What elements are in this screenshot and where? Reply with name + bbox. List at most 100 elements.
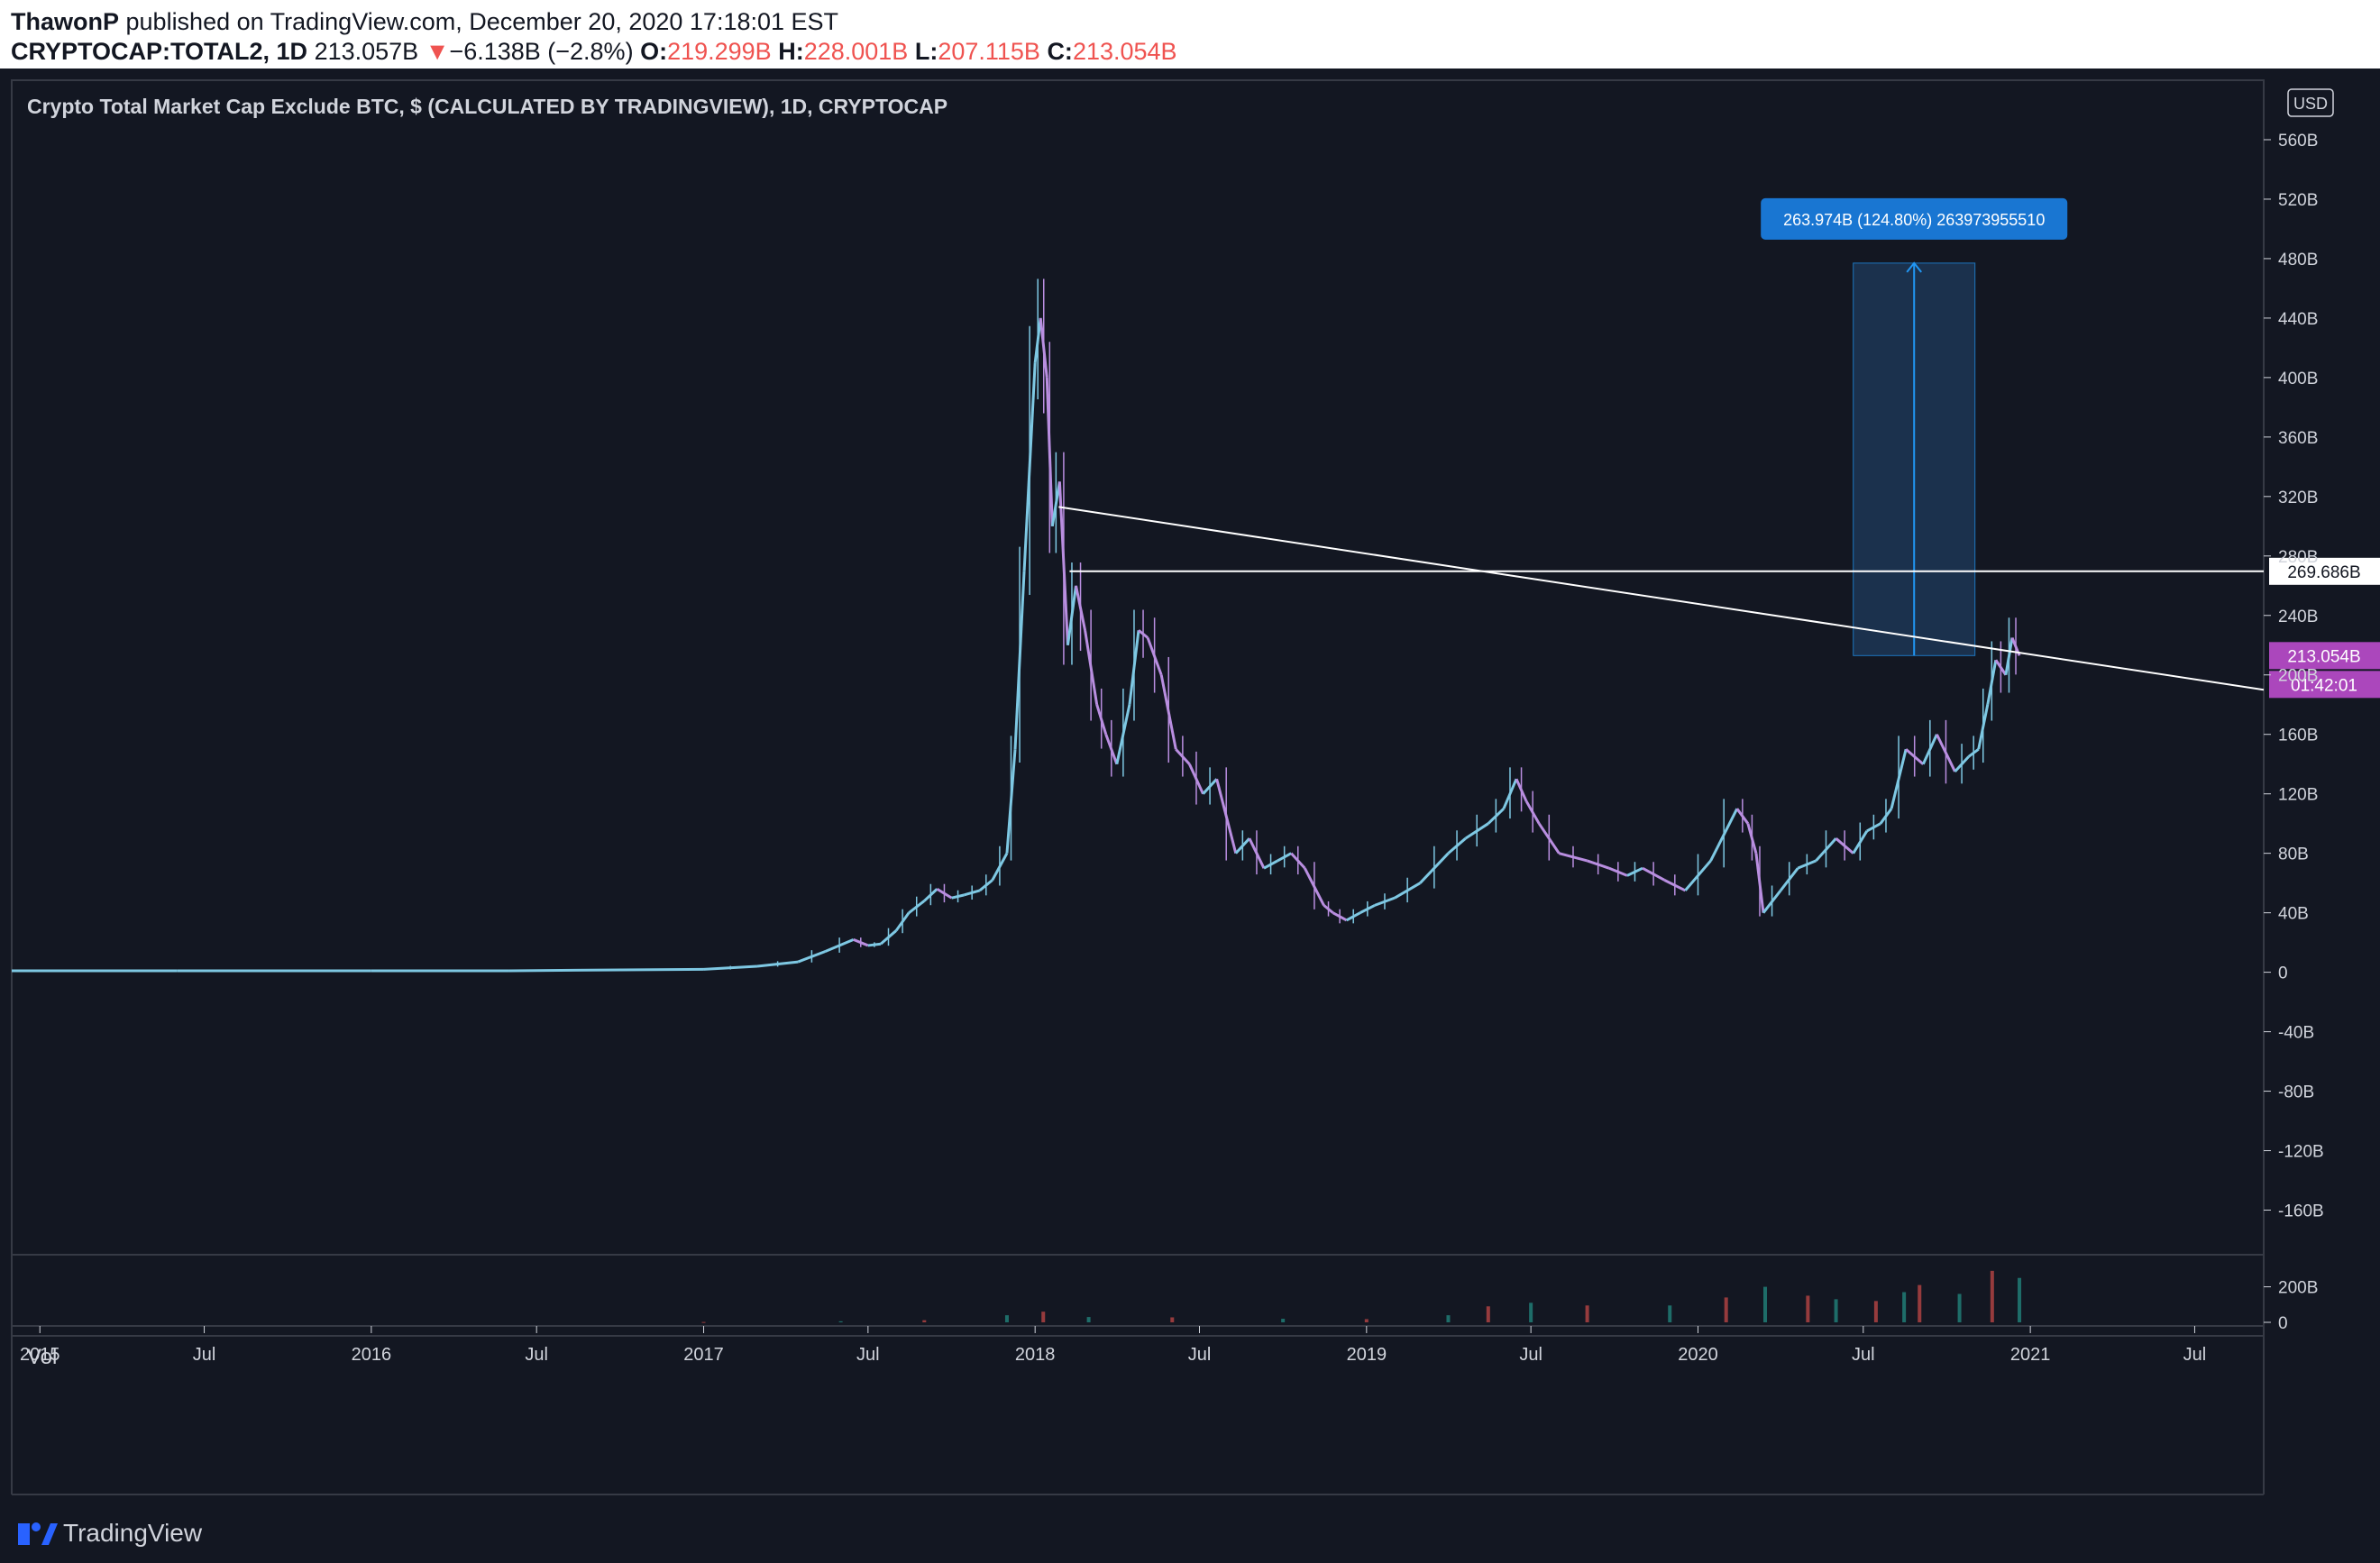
price-tick-label: 320B: [2278, 489, 2318, 507]
last-price-label: 213.054B: [2287, 647, 2360, 666]
time-scale[interactable]: 2015 Jul 2016 Jul 2017 Jul 2018 Jul 2019 Jul 2020 J…: [20, 1326, 2206, 1365]
candle-body: [1626, 866, 1643, 877]
candle-body: [1022, 362, 1037, 571]
price-tick-label: 280B: [2278, 548, 2318, 567]
candle-body: [1936, 734, 1956, 772]
countdown-label: 01:42:01: [2291, 676, 2357, 695]
volume-title: Vol: [27, 1345, 57, 1369]
candle-body: [1159, 674, 1177, 750]
time-tick-label: 2016: [352, 1345, 392, 1365]
volume-bar: [701, 1321, 706, 1323]
candle-body: [1359, 904, 1376, 914]
open-value: 219.299B: [667, 38, 772, 65]
price-scale[interactable]: 560B 520B 480B 440B 400B 360B 320B 280B 240B 200B…: [2264, 132, 2324, 1221]
candle-body: [853, 937, 869, 947]
volume-bar: [2018, 1277, 2022, 1322]
time-tick-label: 2019: [1347, 1345, 1387, 1365]
candle-body: [951, 893, 965, 900]
candle-body: [1852, 830, 1869, 855]
candle-body: [1587, 859, 1610, 870]
candle-body: [1332, 911, 1348, 922]
time-tick-label: Jul: [856, 1345, 880, 1365]
currency-button[interactable]: USD: [2287, 88, 2334, 117]
candle-body: [1954, 755, 1970, 772]
tradingview-brand[interactable]: TradingView: [63, 1519, 203, 1547]
candle-body: [1188, 763, 1204, 795]
volume-bar: [1585, 1305, 1589, 1322]
candle-body: [1419, 852, 1450, 884]
candle-body: [1115, 704, 1131, 765]
candle-body: [1797, 859, 1817, 870]
candle-body: [1104, 734, 1119, 765]
candle-body: [1084, 630, 1099, 705]
candle-body: [1039, 317, 1048, 379]
low-label: L:: [914, 38, 938, 65]
candle-body: [867, 942, 882, 947]
candle-body: [1374, 896, 1396, 907]
volume-bar: [1486, 1306, 1490, 1322]
candle-body: [1394, 882, 1422, 900]
candle-body: [1986, 659, 1998, 706]
time-tick-label: 2017: [683, 1345, 724, 1365]
price-tick-label: 560B: [2278, 132, 2318, 151]
volume-bar: [1918, 1284, 1922, 1322]
candle-body: [2004, 637, 2014, 675]
candle-body: [756, 960, 799, 968]
time-tick-label: Jul: [525, 1345, 548, 1365]
price-tick-label: 40B: [2278, 905, 2309, 924]
candle-body: [1215, 778, 1238, 855]
chart-area[interactable]: 263.974B (124.80%) 263973955510269.686B2…: [0, 69, 2380, 1504]
time-tick-label: Jul: [193, 1345, 216, 1365]
last-price: 213.057B: [314, 38, 419, 65]
volume-bar: [1170, 1317, 1175, 1322]
candle-body: [703, 964, 758, 971]
volume-scale: 200B 0: [2264, 1279, 2318, 1333]
candle-body: [1464, 822, 1489, 840]
volume-bar: [1364, 1319, 1368, 1322]
price-tick-label: -40B: [2278, 1024, 2314, 1043]
logo-slash: [41, 1523, 58, 1545]
candle-body: [1045, 377, 1054, 526]
measure-label-box: [1761, 197, 2068, 240]
hline-price-tag: [2269, 557, 2380, 585]
price-tick-label: 200B: [2278, 667, 2318, 686]
candle-body: [1684, 859, 1712, 891]
candle-body: [978, 879, 993, 892]
time-tick-label: Jul: [1519, 1345, 1542, 1365]
candle-body: [936, 887, 953, 900]
candle-body: [1921, 734, 1938, 765]
candle-body: [1075, 585, 1087, 631]
volume-bar: [1873, 1301, 1878, 1322]
volume-bar: [1529, 1302, 1533, 1322]
price-tick-label: 360B: [2278, 429, 2318, 448]
time-tick-label: Jul: [2183, 1345, 2207, 1365]
trend-line[interactable]: [1058, 506, 2265, 691]
volume-bar: [838, 1321, 843, 1322]
candle-body: [1447, 837, 1467, 855]
price-tick-label: 80B: [2278, 845, 2309, 864]
down-arrow-icon: ▼: [425, 38, 450, 65]
publish-line: ThawonP published on TradingView.com, De…: [11, 7, 838, 36]
high-value: 228.001B: [803, 38, 909, 65]
candle-body: [1175, 748, 1191, 765]
candle-body: [1905, 748, 1925, 765]
price-tick-label: 400B: [2278, 370, 2318, 388]
candle-body: [1202, 778, 1218, 795]
candle-body: [1304, 867, 1325, 907]
author-name[interactable]: ThawonP: [11, 8, 119, 35]
candle-body: [1138, 629, 1149, 639]
candle-body: [1502, 778, 1518, 809]
candle-body: [1967, 748, 1980, 758]
volume-bar: [1902, 1292, 1907, 1322]
candle-body: [508, 967, 704, 973]
tradingview-logo-icon[interactable]: [16, 1516, 60, 1550]
candle-body: [1128, 630, 1140, 705]
logo-dot: [32, 1522, 41, 1531]
drawings-layer[interactable]: 263.974B (124.80%) 263973955510269.686B2…: [1058, 197, 2380, 699]
candle-body: [1815, 837, 1837, 862]
volume-pane: [701, 1270, 2022, 1323]
close-label: C:: [1047, 38, 1073, 65]
open-label: O:: [640, 38, 668, 65]
candle-body: [824, 937, 855, 953]
volume-bar: [1668, 1305, 1672, 1322]
